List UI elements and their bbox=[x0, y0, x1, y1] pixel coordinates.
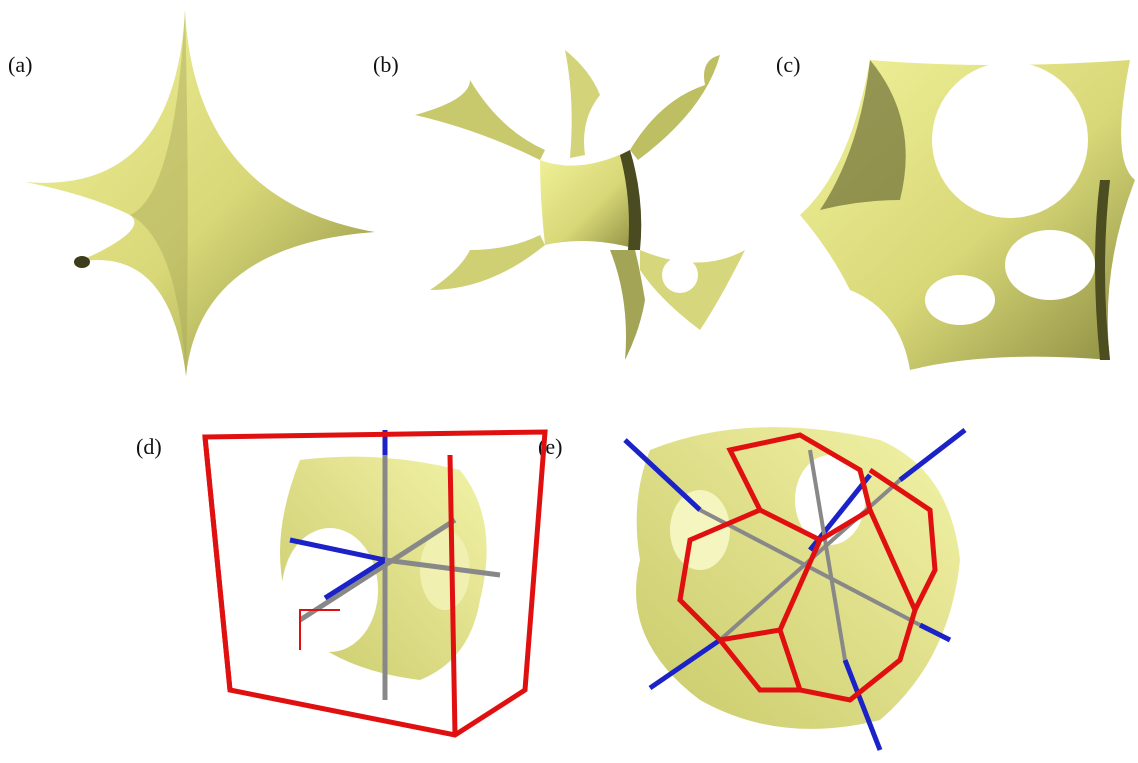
panel-e-image bbox=[623, 427, 967, 751]
panel-label: (d) bbox=[136, 434, 162, 459]
panel-label: (c) bbox=[776, 52, 800, 77]
panel-a-image bbox=[25, 10, 375, 376]
panel-c-image bbox=[800, 60, 1135, 370]
panel-label: (a) bbox=[8, 52, 32, 77]
panel-label: (b) bbox=[373, 52, 399, 77]
panel-b-image bbox=[415, 50, 745, 360]
panel-d-image bbox=[202, 429, 548, 738]
